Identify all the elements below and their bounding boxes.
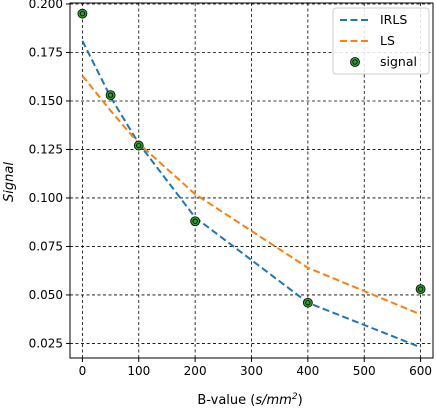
- signal-marker: [302, 297, 313, 308]
- signal-point: [415, 284, 426, 295]
- signal-point: [190, 216, 201, 227]
- y-axis-label: Signal: [2, 162, 17, 202]
- x-tick-label: 600: [409, 364, 432, 378]
- signal-point: [302, 297, 313, 308]
- y-tick-label: 0.025: [29, 336, 63, 350]
- legend-item-irls: IRLS: [340, 12, 407, 27]
- signal-marker-ring: [136, 142, 142, 149]
- signal-marker-ring: [107, 92, 114, 98]
- signal-marker: [133, 140, 144, 151]
- legend-item-signal: signal: [350, 54, 417, 69]
- x-tick-label: 100: [127, 364, 150, 378]
- signal-point: [77, 8, 88, 19]
- legend-label-signal: signal: [380, 54, 417, 69]
- y-tick-label: 0.125: [29, 142, 63, 156]
- signal-marker: [415, 284, 426, 295]
- signal-marker-ring: [79, 11, 86, 17]
- signal-point: [105, 90, 116, 101]
- signal-marker: [105, 90, 116, 101]
- y-tick-label: 0.100: [29, 191, 63, 205]
- signal-marker-ring: [192, 218, 198, 224]
- y-tick-label: 0.050: [29, 288, 63, 302]
- y-tick-label: 0.150: [29, 94, 63, 108]
- signal-marker: [77, 8, 88, 19]
- x-tick-label: 200: [184, 364, 207, 378]
- legend-box: [332, 7, 430, 75]
- legend-label-ls: LS: [380, 33, 395, 48]
- legend-swatch-signal: [350, 57, 360, 67]
- y-tick-label: 0.200: [29, 0, 63, 11]
- x-tick-label: 400: [296, 364, 319, 378]
- x-axis-label: B-value (s/mm2): [197, 392, 302, 408]
- y-tick-label: 0.075: [29, 239, 63, 253]
- legend-swatch-ring-signal: [352, 59, 358, 65]
- legend-item-ls: LS: [340, 33, 395, 48]
- ls-line: [81, 75, 421, 316]
- irls-line: [81, 40, 421, 349]
- signal-marker-ring: [417, 286, 424, 292]
- signal-marker: [190, 216, 201, 227]
- signal-point: [133, 140, 144, 151]
- legend-label-irls: IRLS: [380, 12, 407, 27]
- axis-ticks: 0 100 200 300 400 500 600 0.025 0.050 0.075 0.100 0…: [29, 0, 432, 378]
- x-tick-label: 500: [353, 364, 376, 378]
- grid-lines: [70, 3, 433, 358]
- x-tick-label: 0: [79, 364, 87, 378]
- x-tick-label: 300: [240, 364, 263, 378]
- legend: IRLS LS signal: [332, 7, 430, 75]
- plot-series: [77, 8, 426, 349]
- signal-marker-ring: [305, 300, 311, 306]
- y-tick-label: 0.175: [29, 45, 63, 59]
